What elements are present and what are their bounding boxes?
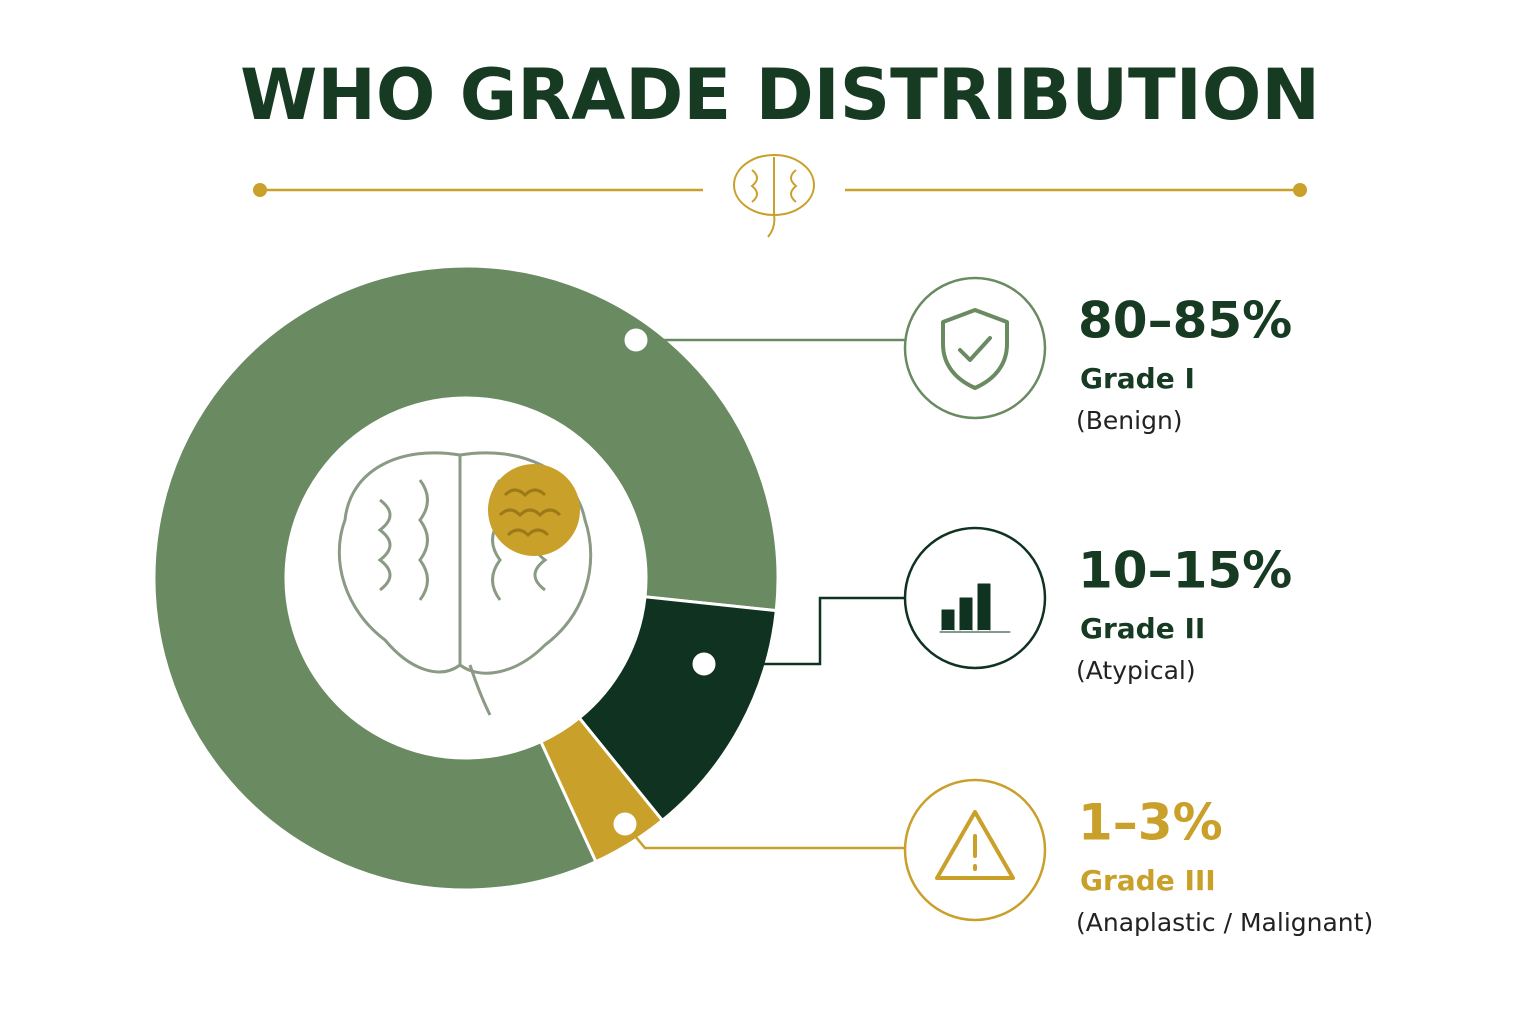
donut — [152, 264, 780, 892]
tumor — [488, 464, 580, 556]
segment-dot — [613, 812, 637, 836]
value-label: 1–3% — [1078, 794, 1223, 852]
icon-ring — [903, 526, 1047, 670]
divider — [253, 154, 1307, 238]
description: (Anaplastic / Malignant) — [1076, 908, 1373, 937]
icon — [939, 583, 1011, 633]
category-label: Grade II — [1080, 612, 1205, 645]
description: (Benign) — [1076, 406, 1183, 435]
connector — [704, 596, 905, 666]
donut-hole — [286, 398, 646, 758]
category-label: Grade I — [1080, 362, 1195, 395]
center-brain — [337, 451, 593, 716]
connector — [624, 823, 905, 850]
description: (Atypical) — [1076, 656, 1196, 685]
icon — [935, 810, 1015, 880]
value-label: 80–85% — [1078, 292, 1292, 350]
category-label: Grade III — [1080, 864, 1216, 897]
segment-dot — [692, 652, 716, 676]
icon — [941, 308, 1009, 390]
chart-title: WHO GRADE DISTRIBUTION — [240, 54, 1320, 136]
value-label: 10–15% — [1078, 542, 1292, 600]
segment-dot — [624, 328, 648, 352]
legend: 80–85% Grade I (Benign) 10–15% Grade II (Atyp… — [613, 276, 1373, 937]
icon-ring — [903, 276, 1047, 420]
